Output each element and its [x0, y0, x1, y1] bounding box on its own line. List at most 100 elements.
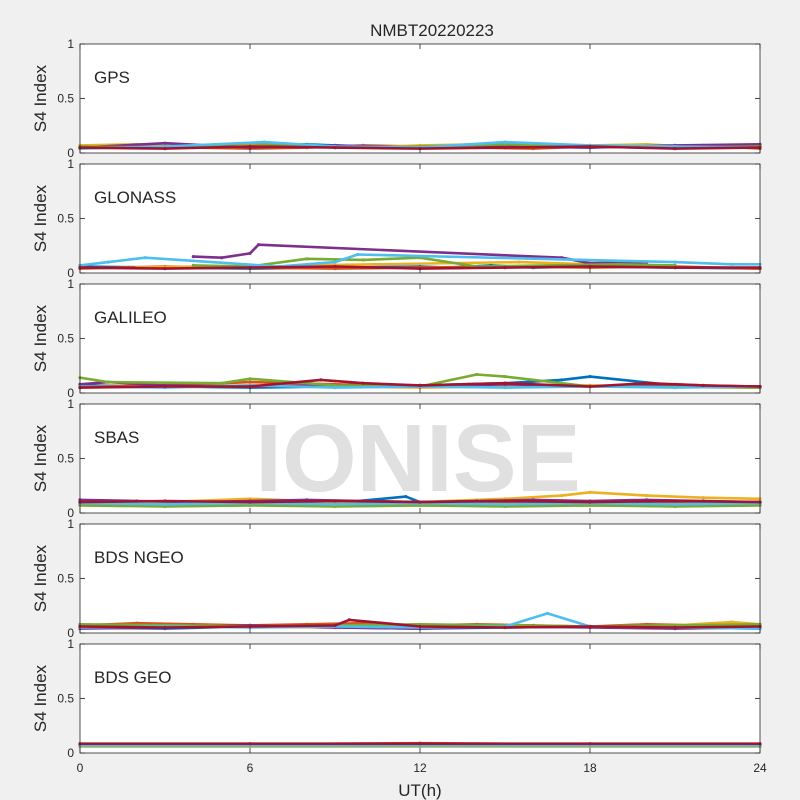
data-point: [418, 503, 422, 507]
subplot-2: GALILEO 0 0.5 1 S4 Index: [31, 277, 762, 400]
data-point: [616, 262, 620, 266]
data-point: [333, 260, 337, 264]
data-point: [588, 264, 592, 269]
y-tick-label: 0: [67, 386, 74, 400]
data-point: [333, 504, 337, 509]
data-point: [248, 266, 252, 270]
y-tick-label: 1: [67, 157, 74, 171]
data-point: [361, 381, 365, 385]
plot-area: [80, 524, 760, 633]
series-line: [78, 618, 762, 629]
data-point: [163, 141, 167, 145]
data-point: [319, 378, 323, 382]
data-point: [588, 624, 592, 629]
data-point: [701, 383, 705, 387]
data-point: [588, 503, 592, 507]
y-tick-label: 0.5: [57, 92, 74, 106]
y-tick-label: 0.5: [57, 212, 74, 226]
data-point: [418, 624, 422, 629]
data-point: [673, 504, 677, 509]
y-tick-label: 1: [67, 397, 74, 411]
y-tick-label: 0.5: [57, 332, 74, 346]
data-point: [305, 257, 309, 261]
data-point: [333, 264, 337, 269]
data-point: [333, 383, 337, 387]
data-point: [248, 380, 252, 384]
subplot-0: GPS 0 0.5 1 S4 Index: [31, 37, 762, 160]
data-point: [673, 147, 677, 151]
data-point: [106, 380, 110, 384]
data-point: [588, 742, 592, 746]
data-point: [418, 500, 422, 504]
y-tick-label: 1: [67, 517, 74, 531]
data-point: [560, 378, 564, 382]
y-tick-label: 0: [67, 146, 74, 160]
panel-label: GPS: [94, 68, 130, 87]
y-axis-label: S4 Index: [31, 544, 50, 612]
data-point: [645, 381, 649, 385]
data-point: [333, 502, 337, 506]
data-point: [545, 611, 550, 616]
data-point: [163, 147, 167, 151]
data-point: [248, 503, 252, 507]
data-point: [517, 260, 521, 264]
plot-area: [80, 644, 760, 753]
data-point: [163, 504, 167, 509]
y-tick-label: 0.5: [57, 572, 74, 586]
data-point: [163, 502, 167, 506]
panel-label: GALILEO: [94, 308, 167, 327]
data-point: [163, 625, 167, 630]
data-point: [333, 499, 337, 503]
data-point: [588, 384, 592, 389]
y-axis-label: S4 Index: [31, 304, 50, 372]
subplot-4: BDS NGEO 0 0.5 1 S4 Index: [31, 517, 762, 640]
y-axis-label: S4 Index: [31, 64, 50, 132]
data-point: [503, 625, 507, 630]
data-point: [333, 623, 337, 628]
data-point: [404, 495, 408, 499]
data-point: [673, 263, 677, 267]
y-tick-label: 0: [67, 626, 74, 640]
data-point: [730, 620, 734, 624]
data-point: [673, 625, 677, 630]
data-point: [503, 142, 507, 146]
data-point: [361, 258, 365, 262]
data-point: [560, 494, 564, 498]
data-point: [191, 263, 195, 267]
data-point: [248, 500, 252, 504]
data-point: [418, 383, 422, 387]
data-point: [248, 251, 252, 255]
y-tick-label: 0: [67, 506, 74, 520]
y-tick-label: 1: [67, 37, 74, 51]
data-point: [645, 494, 649, 498]
data-point: [701, 496, 705, 500]
plot-area: [80, 284, 760, 393]
x-tick-label: 0: [77, 761, 84, 775]
data-point: [503, 140, 507, 144]
plot-area: [80, 44, 760, 153]
y-axis-label: S4 Index: [31, 424, 50, 492]
data-point: [333, 386, 337, 390]
data-point: [248, 377, 252, 381]
subplot-5: BDS GEO 0 0.5 1 0 6 12 18 24 S4 Index: [31, 637, 767, 775]
data-point: [418, 622, 422, 626]
data-point: [163, 384, 167, 389]
y-tick-label: 1: [67, 277, 74, 291]
data-point: [248, 624, 252, 629]
panel-label: BDS NGEO: [94, 548, 184, 567]
y-tick-label: 0.5: [57, 692, 74, 706]
y-tick-label: 0: [67, 746, 74, 760]
data-point: [248, 384, 252, 389]
data-point: [503, 386, 507, 390]
data-point: [503, 375, 507, 379]
data-point: [503, 502, 507, 506]
panel-label: SBAS: [94, 428, 139, 447]
data-point: [418, 742, 422, 746]
x-axis-label: UT(h): [398, 781, 441, 800]
data-point: [163, 267, 167, 271]
panel-label: BDS GEO: [94, 668, 171, 687]
data-point: [673, 499, 677, 503]
data-point: [588, 375, 592, 379]
x-tick-label: 12: [413, 761, 427, 775]
data-point: [475, 372, 479, 377]
